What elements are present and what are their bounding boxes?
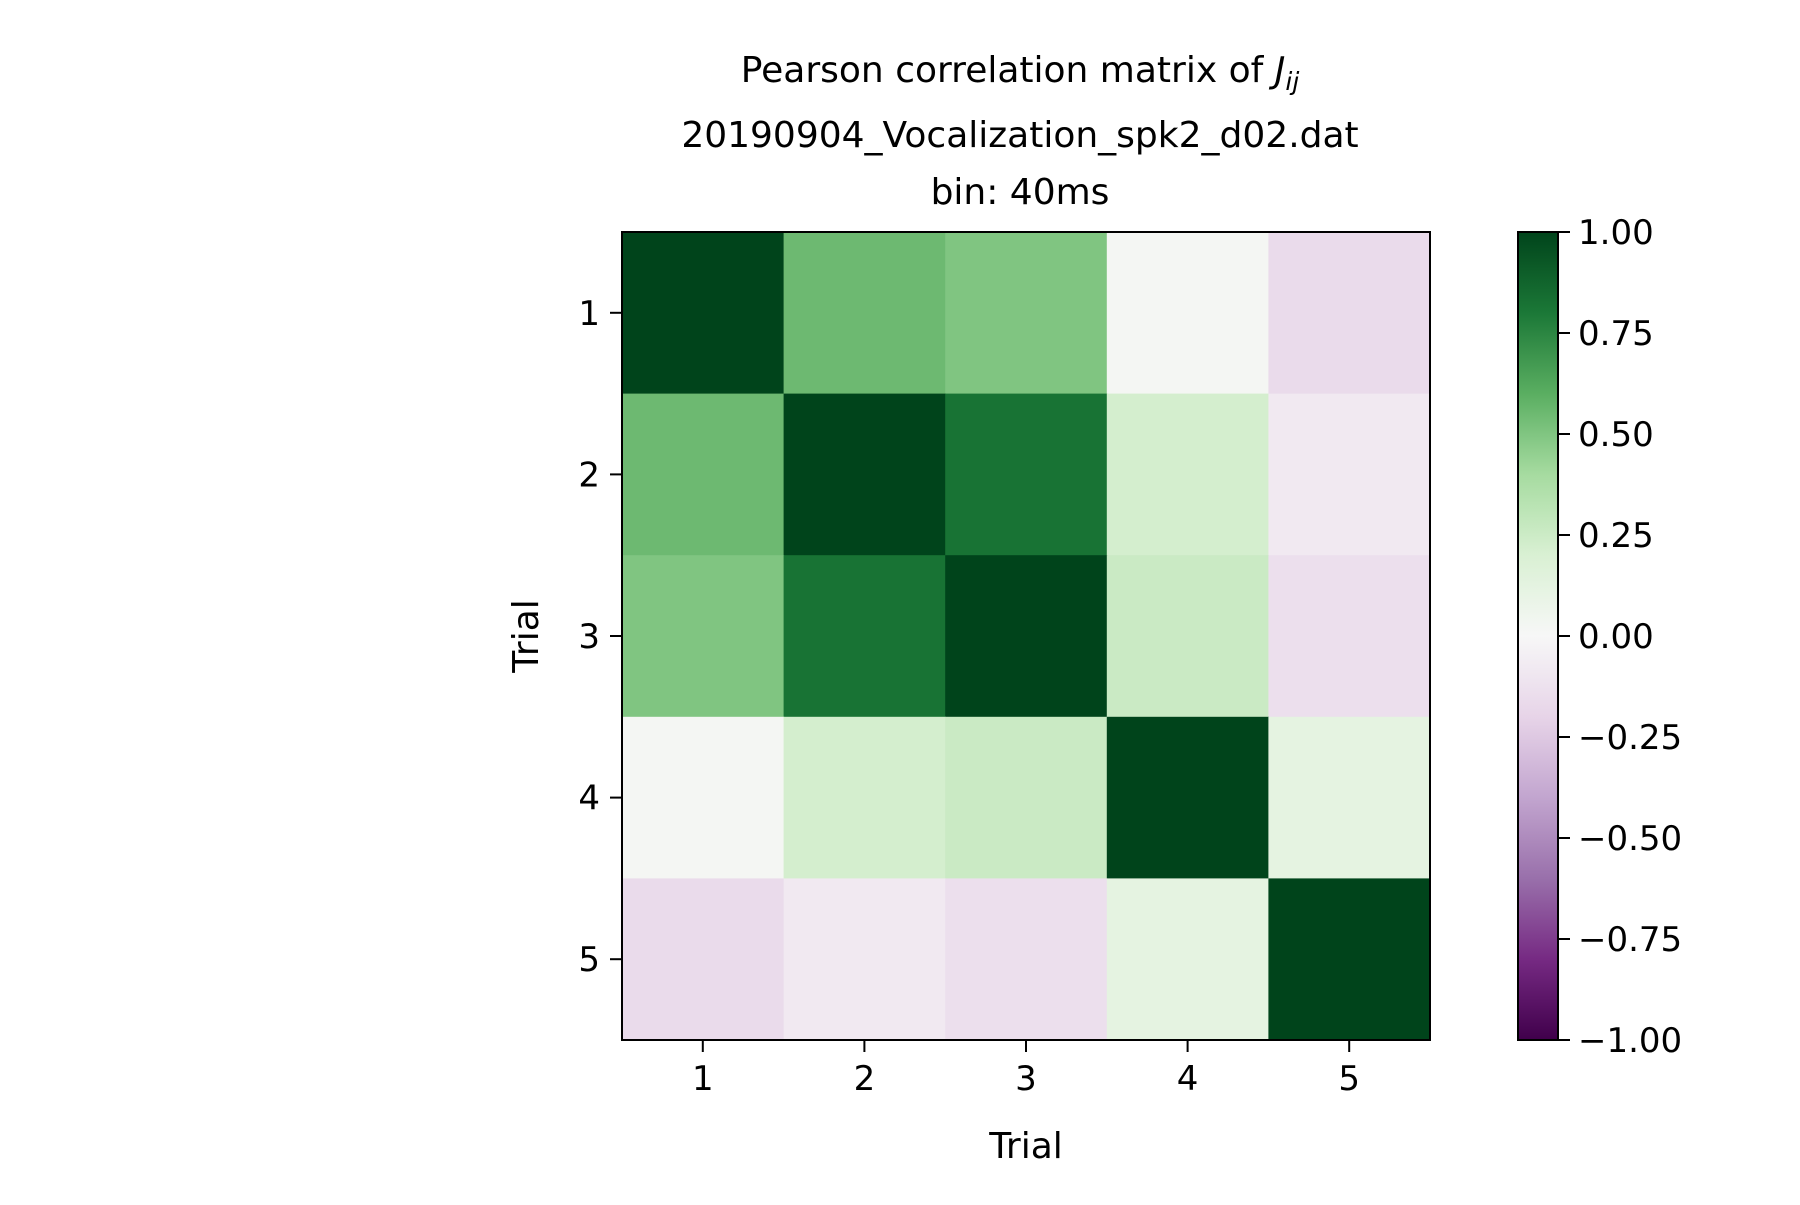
heatmap-cell: [1106, 878, 1269, 1041]
heatmap-cell: [622, 232, 785, 395]
heatmap-cell: [783, 878, 946, 1041]
colorbar-tick-label: 0.50: [1578, 415, 1654, 455]
heatmap-cell: [1268, 716, 1431, 879]
y-tick-label: 5: [578, 940, 600, 980]
colorbar-tick-label: 0.00: [1578, 617, 1654, 657]
x-tick-label: 3: [1015, 1059, 1037, 1099]
heatmap-cell: [1268, 393, 1431, 556]
heatmap-cell: [783, 716, 946, 879]
heatmap-cell: [1106, 393, 1269, 556]
heatmap-cell: [1268, 232, 1431, 395]
heatmap-cell: [783, 393, 946, 556]
x-tick-label: 2: [854, 1059, 876, 1099]
heatmap-cell: [622, 393, 785, 556]
colorbar-tick-label: −0.25: [1578, 718, 1682, 758]
y-axis-label: Trial: [506, 599, 547, 674]
heatmap-cell: [1268, 878, 1431, 1041]
heatmap-cell: [622, 878, 785, 1041]
heatmap-cell: [1106, 555, 1269, 718]
x-axis-ticks: 1 2 3 4 5: [692, 1040, 1360, 1099]
y-axis-ticks: 1 2 3 4 5: [578, 294, 622, 980]
heatmap-cell: [945, 716, 1108, 879]
heatmap-cell: [945, 393, 1108, 556]
x-tick-label: 4: [1177, 1059, 1199, 1099]
chart-subtitle-file: 20190904_Vocalization_spk2_d02.dat: [681, 115, 1358, 156]
heatmap-cell: [783, 555, 946, 718]
colorbar-tick-label: −0.50: [1578, 819, 1682, 859]
heatmap-cell: [1106, 232, 1269, 395]
svg-text:Pearson correlation matrix of: Pearson correlation matrix of Jij: [741, 50, 1300, 96]
y-tick-label: 2: [578, 455, 600, 495]
heatmap-cells: [622, 232, 1431, 1041]
chart-title-subscript: ij: [1285, 67, 1299, 96]
heatmap-cell: [1268, 555, 1431, 718]
chart-title: Pearson correlation matrix of Jij 201909…: [681, 50, 1358, 213]
colorbar-tick-label: −1.00: [1578, 1021, 1682, 1061]
heatmap-cell: [1106, 716, 1269, 879]
chart-title-text: Pearson correlation matrix of: [741, 50, 1275, 91]
colorbar-tick-label: 0.25: [1578, 516, 1654, 556]
y-tick-label: 4: [578, 779, 600, 819]
y-tick-label: 3: [578, 617, 600, 657]
chart-subtitle-bin: bin: 40ms: [931, 172, 1110, 213]
heatmap-cell: [622, 716, 785, 879]
colorbar-ticks: 1.00 0.75 0.50 0.25 0.00 −0.25 −0.50 −0.75 −1.00: [1558, 213, 1682, 1061]
colorbar: [1517, 231, 1559, 1041]
heatmap-cell: [945, 555, 1108, 718]
heatmap-cell: [622, 555, 785, 718]
heatmap-cell: [783, 232, 946, 395]
colorbar-tick-label: 1.00: [1578, 213, 1654, 253]
x-tick-label: 5: [1338, 1059, 1360, 1099]
x-tick-label: 1: [692, 1059, 714, 1099]
x-axis-label: Trial: [988, 1126, 1063, 1167]
heatmap-cell: [945, 232, 1108, 395]
colorbar-tick-label: 0.75: [1578, 314, 1654, 354]
heatmap-cell: [945, 878, 1108, 1041]
colorbar-tick-label: −0.75: [1578, 920, 1682, 960]
y-tick-label: 1: [578, 294, 600, 334]
